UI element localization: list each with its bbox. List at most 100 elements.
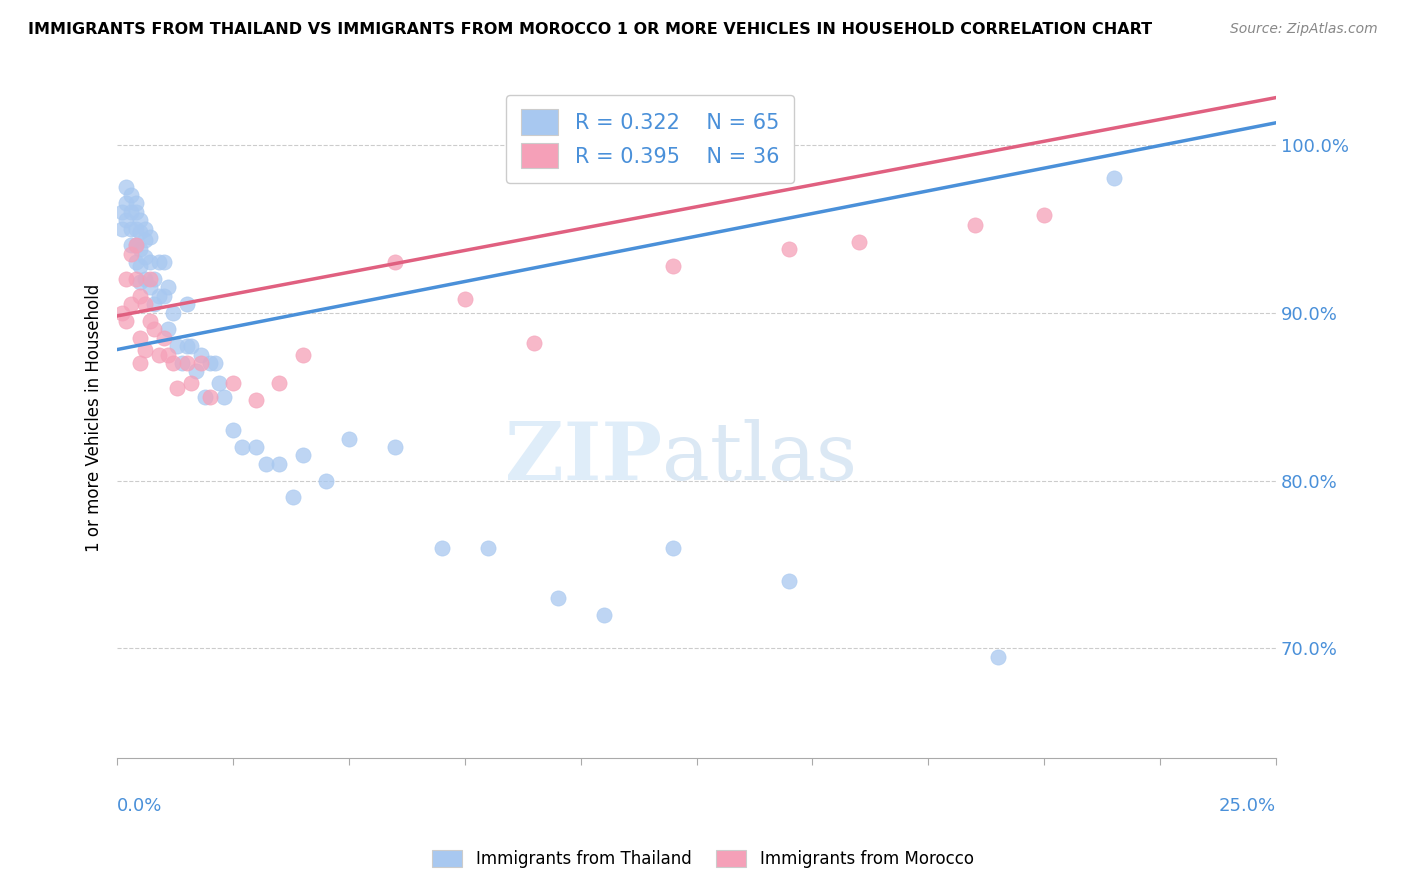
Point — [212, 390, 235, 404]
Point — [120, 247, 142, 261]
Point — [152, 255, 174, 269]
Point — [134, 297, 156, 311]
Text: 25.0%: 25.0% — [1219, 797, 1277, 814]
Point — [208, 376, 231, 391]
Point — [963, 219, 986, 233]
Text: IMMIGRANTS FROM THAILAND VS IMMIGRANTS FROM MOROCCO 1 OR MORE VEHICLES IN HOUSEH: IMMIGRANTS FROM THAILAND VS IMMIGRANTS F… — [28, 22, 1153, 37]
Point — [291, 348, 314, 362]
Point — [157, 348, 180, 362]
Point — [157, 322, 180, 336]
Point — [111, 305, 134, 319]
Point — [254, 457, 277, 471]
Point — [204, 356, 226, 370]
Point — [454, 292, 477, 306]
Point — [143, 272, 166, 286]
Point — [384, 255, 406, 269]
Point — [269, 457, 291, 471]
Point — [176, 297, 198, 311]
Point — [115, 213, 138, 227]
Point — [129, 213, 152, 227]
Point — [138, 272, 160, 286]
Point — [162, 356, 184, 370]
Point — [120, 204, 142, 219]
Point — [180, 339, 202, 353]
Point — [120, 188, 142, 202]
Point — [134, 272, 156, 286]
Text: Source: ZipAtlas.com: Source: ZipAtlas.com — [1230, 22, 1378, 37]
Point — [120, 221, 142, 235]
Point — [138, 280, 160, 294]
Point — [148, 289, 170, 303]
Point — [125, 221, 148, 235]
Point — [125, 255, 148, 269]
Point — [662, 259, 685, 273]
Point — [115, 179, 138, 194]
Point — [129, 225, 152, 239]
Legend: Immigrants from Thailand, Immigrants from Morocco: Immigrants from Thailand, Immigrants fro… — [426, 843, 980, 875]
Point — [1033, 208, 1056, 222]
Point — [245, 392, 267, 407]
Point — [152, 331, 174, 345]
Point — [166, 339, 188, 353]
Point — [194, 390, 217, 404]
Point — [111, 221, 134, 235]
Point — [269, 376, 291, 391]
Point — [157, 280, 180, 294]
Point — [384, 440, 406, 454]
Point — [138, 230, 160, 244]
Point — [129, 242, 152, 256]
Point — [778, 574, 800, 589]
Point — [152, 289, 174, 303]
Point — [547, 591, 569, 606]
Text: ZIP: ZIP — [505, 419, 662, 498]
Point — [143, 322, 166, 336]
Point — [125, 238, 148, 252]
Point — [337, 432, 360, 446]
Point — [129, 356, 152, 370]
Point — [125, 272, 148, 286]
Point — [125, 196, 148, 211]
Point — [231, 440, 253, 454]
Point — [111, 204, 134, 219]
Point — [134, 233, 156, 247]
Point — [1102, 171, 1125, 186]
Point — [848, 235, 870, 249]
Point — [129, 331, 152, 345]
Point — [198, 356, 221, 370]
Point — [125, 204, 148, 219]
Point — [134, 221, 156, 235]
Point — [245, 440, 267, 454]
Point — [129, 276, 152, 290]
Point — [283, 491, 305, 505]
Point — [120, 238, 142, 252]
Text: 0.0%: 0.0% — [117, 797, 163, 814]
Point — [184, 364, 207, 378]
Point — [176, 356, 198, 370]
Point — [477, 541, 499, 555]
Point — [315, 474, 337, 488]
Point — [190, 348, 212, 362]
Point — [198, 390, 221, 404]
Point — [125, 238, 148, 252]
Y-axis label: 1 or more Vehicles in Household: 1 or more Vehicles in Household — [86, 284, 103, 551]
Point — [180, 376, 202, 391]
Point — [115, 314, 138, 328]
Point — [222, 423, 245, 437]
Point — [166, 381, 188, 395]
Point — [190, 356, 212, 370]
Point — [115, 272, 138, 286]
Point — [291, 448, 314, 462]
Point — [129, 259, 152, 273]
Point — [162, 305, 184, 319]
Point — [138, 255, 160, 269]
Point — [138, 314, 160, 328]
Point — [222, 376, 245, 391]
Point — [987, 649, 1010, 664]
Point — [662, 541, 685, 555]
Point — [115, 196, 138, 211]
Point — [120, 297, 142, 311]
Legend: R = 0.322    N = 65, R = 0.395    N = 36: R = 0.322 N = 65, R = 0.395 N = 36 — [506, 95, 794, 183]
Point — [134, 343, 156, 357]
Point — [172, 356, 194, 370]
Point — [148, 255, 170, 269]
